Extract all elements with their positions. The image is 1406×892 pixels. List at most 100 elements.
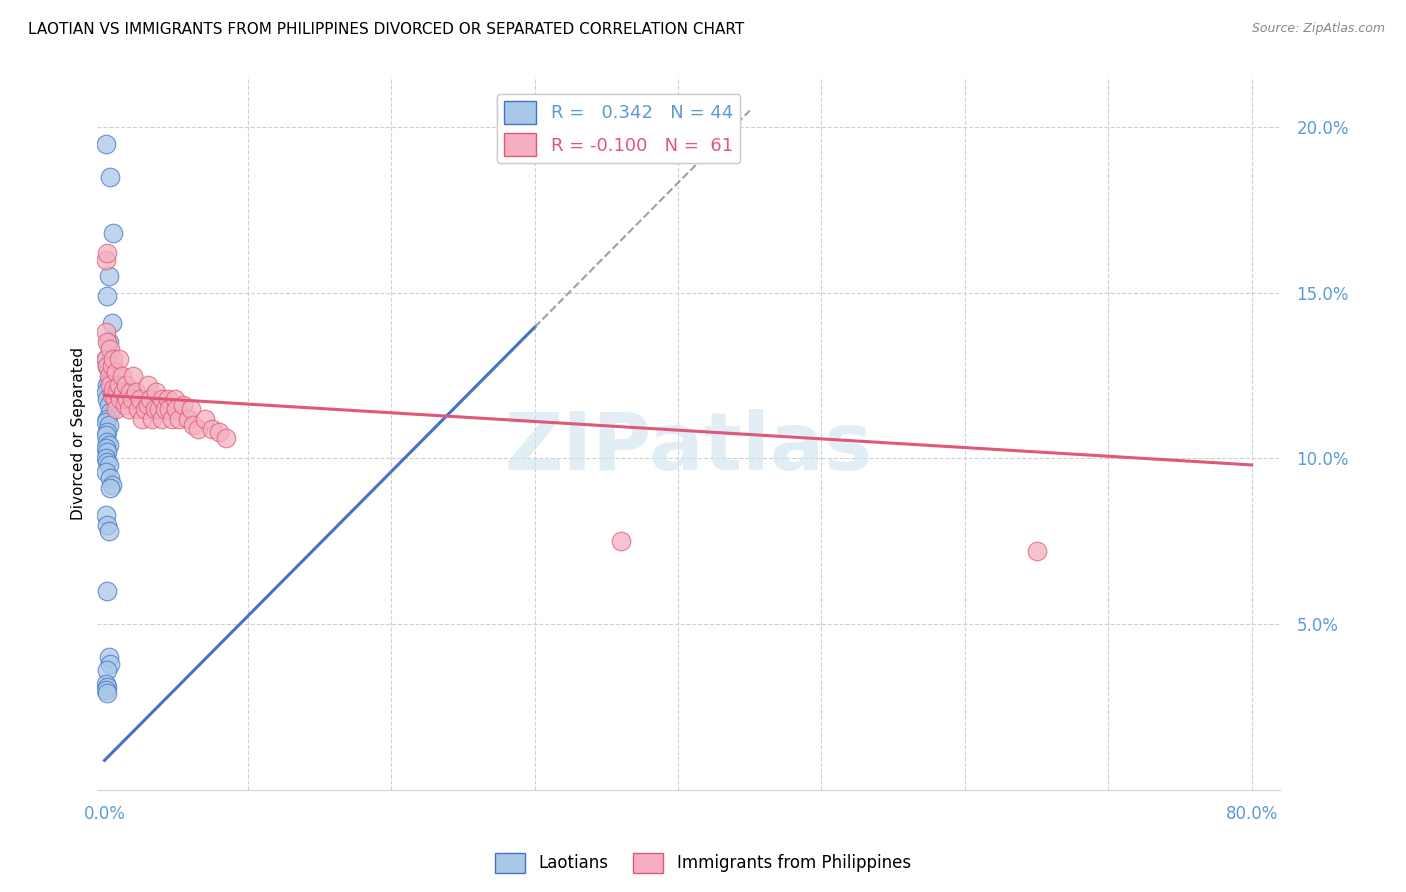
Point [97, 650, 120, 665]
Point [98, 368, 121, 383]
Point [201, 421, 224, 435]
Point [96, 680, 118, 694]
Point [96, 246, 118, 260]
Point [148, 401, 170, 416]
Point [96, 289, 118, 303]
Point [143, 401, 166, 416]
Point [136, 378, 159, 392]
Point [96, 425, 118, 439]
Point [215, 432, 238, 446]
Point [1025, 544, 1047, 558]
Point [100, 316, 122, 330]
Point [94, 252, 117, 267]
Point [122, 368, 145, 383]
Point [94, 442, 117, 456]
Point [94, 136, 117, 151]
Point [167, 411, 190, 425]
Point [115, 378, 138, 392]
Point [98, 471, 121, 485]
Point [97, 438, 120, 452]
Point [157, 401, 180, 416]
Point [139, 392, 162, 406]
Y-axis label: Divorced or Separated: Divorced or Separated [72, 347, 86, 520]
Point [97, 418, 120, 433]
Point [134, 401, 156, 416]
Point [104, 365, 127, 379]
Point [94, 683, 117, 698]
Point [194, 411, 217, 425]
Point [208, 425, 231, 439]
Point [100, 388, 122, 402]
Point [94, 351, 117, 366]
Point [112, 385, 135, 400]
Point [609, 534, 631, 549]
Point [98, 169, 121, 184]
Point [94, 351, 117, 366]
Point [100, 359, 122, 373]
Legend: R =   0.342   N = 44, R = -0.100   N =  61: R = 0.342 N = 44, R = -0.100 N = 61 [496, 94, 741, 163]
Point [141, 411, 163, 425]
Point [96, 378, 118, 392]
Point [150, 392, 173, 406]
Point [176, 411, 198, 425]
Point [97, 375, 120, 389]
Point [96, 434, 118, 449]
Point [160, 411, 183, 425]
Point [187, 421, 209, 435]
Point [96, 359, 118, 373]
Point [98, 405, 121, 419]
Text: Source: ZipAtlas.com: Source: ZipAtlas.com [1251, 22, 1385, 36]
Point [94, 428, 117, 442]
Point [180, 401, 202, 416]
Point [117, 392, 139, 406]
Point [136, 398, 159, 412]
Point [120, 385, 142, 400]
Point [97, 362, 120, 376]
Point [145, 385, 167, 400]
Point [125, 385, 148, 400]
Point [98, 378, 121, 392]
Point [118, 401, 141, 416]
Point [94, 326, 117, 340]
Point [101, 226, 124, 240]
Point [94, 385, 117, 400]
Point [94, 676, 117, 690]
Point [96, 583, 118, 598]
Point [150, 411, 173, 425]
Point [165, 401, 187, 416]
Point [98, 481, 121, 495]
Point [97, 398, 120, 412]
Point [127, 401, 149, 416]
Point [94, 508, 117, 522]
Point [97, 335, 120, 350]
Point [153, 401, 176, 416]
Point [110, 392, 132, 406]
Point [94, 451, 117, 466]
Point [97, 458, 120, 472]
Point [114, 398, 136, 412]
Point [98, 342, 121, 356]
Point [96, 335, 118, 350]
Point [96, 411, 118, 425]
Point [96, 517, 118, 532]
Point [101, 382, 124, 396]
Point [183, 418, 205, 433]
Point [108, 351, 131, 366]
Point [156, 392, 179, 406]
Point [94, 465, 117, 479]
Point [97, 368, 120, 383]
Point [96, 392, 118, 406]
Point [96, 359, 118, 373]
Point [172, 398, 194, 412]
Point [163, 392, 186, 406]
Point [96, 455, 118, 469]
Point [121, 392, 143, 406]
Point [111, 368, 134, 383]
Point [97, 269, 120, 284]
Point [104, 401, 127, 416]
Point [96, 663, 118, 677]
Point [97, 524, 120, 538]
Point [94, 415, 117, 429]
Text: ZIPatlas: ZIPatlas [505, 409, 873, 487]
Point [107, 385, 129, 400]
